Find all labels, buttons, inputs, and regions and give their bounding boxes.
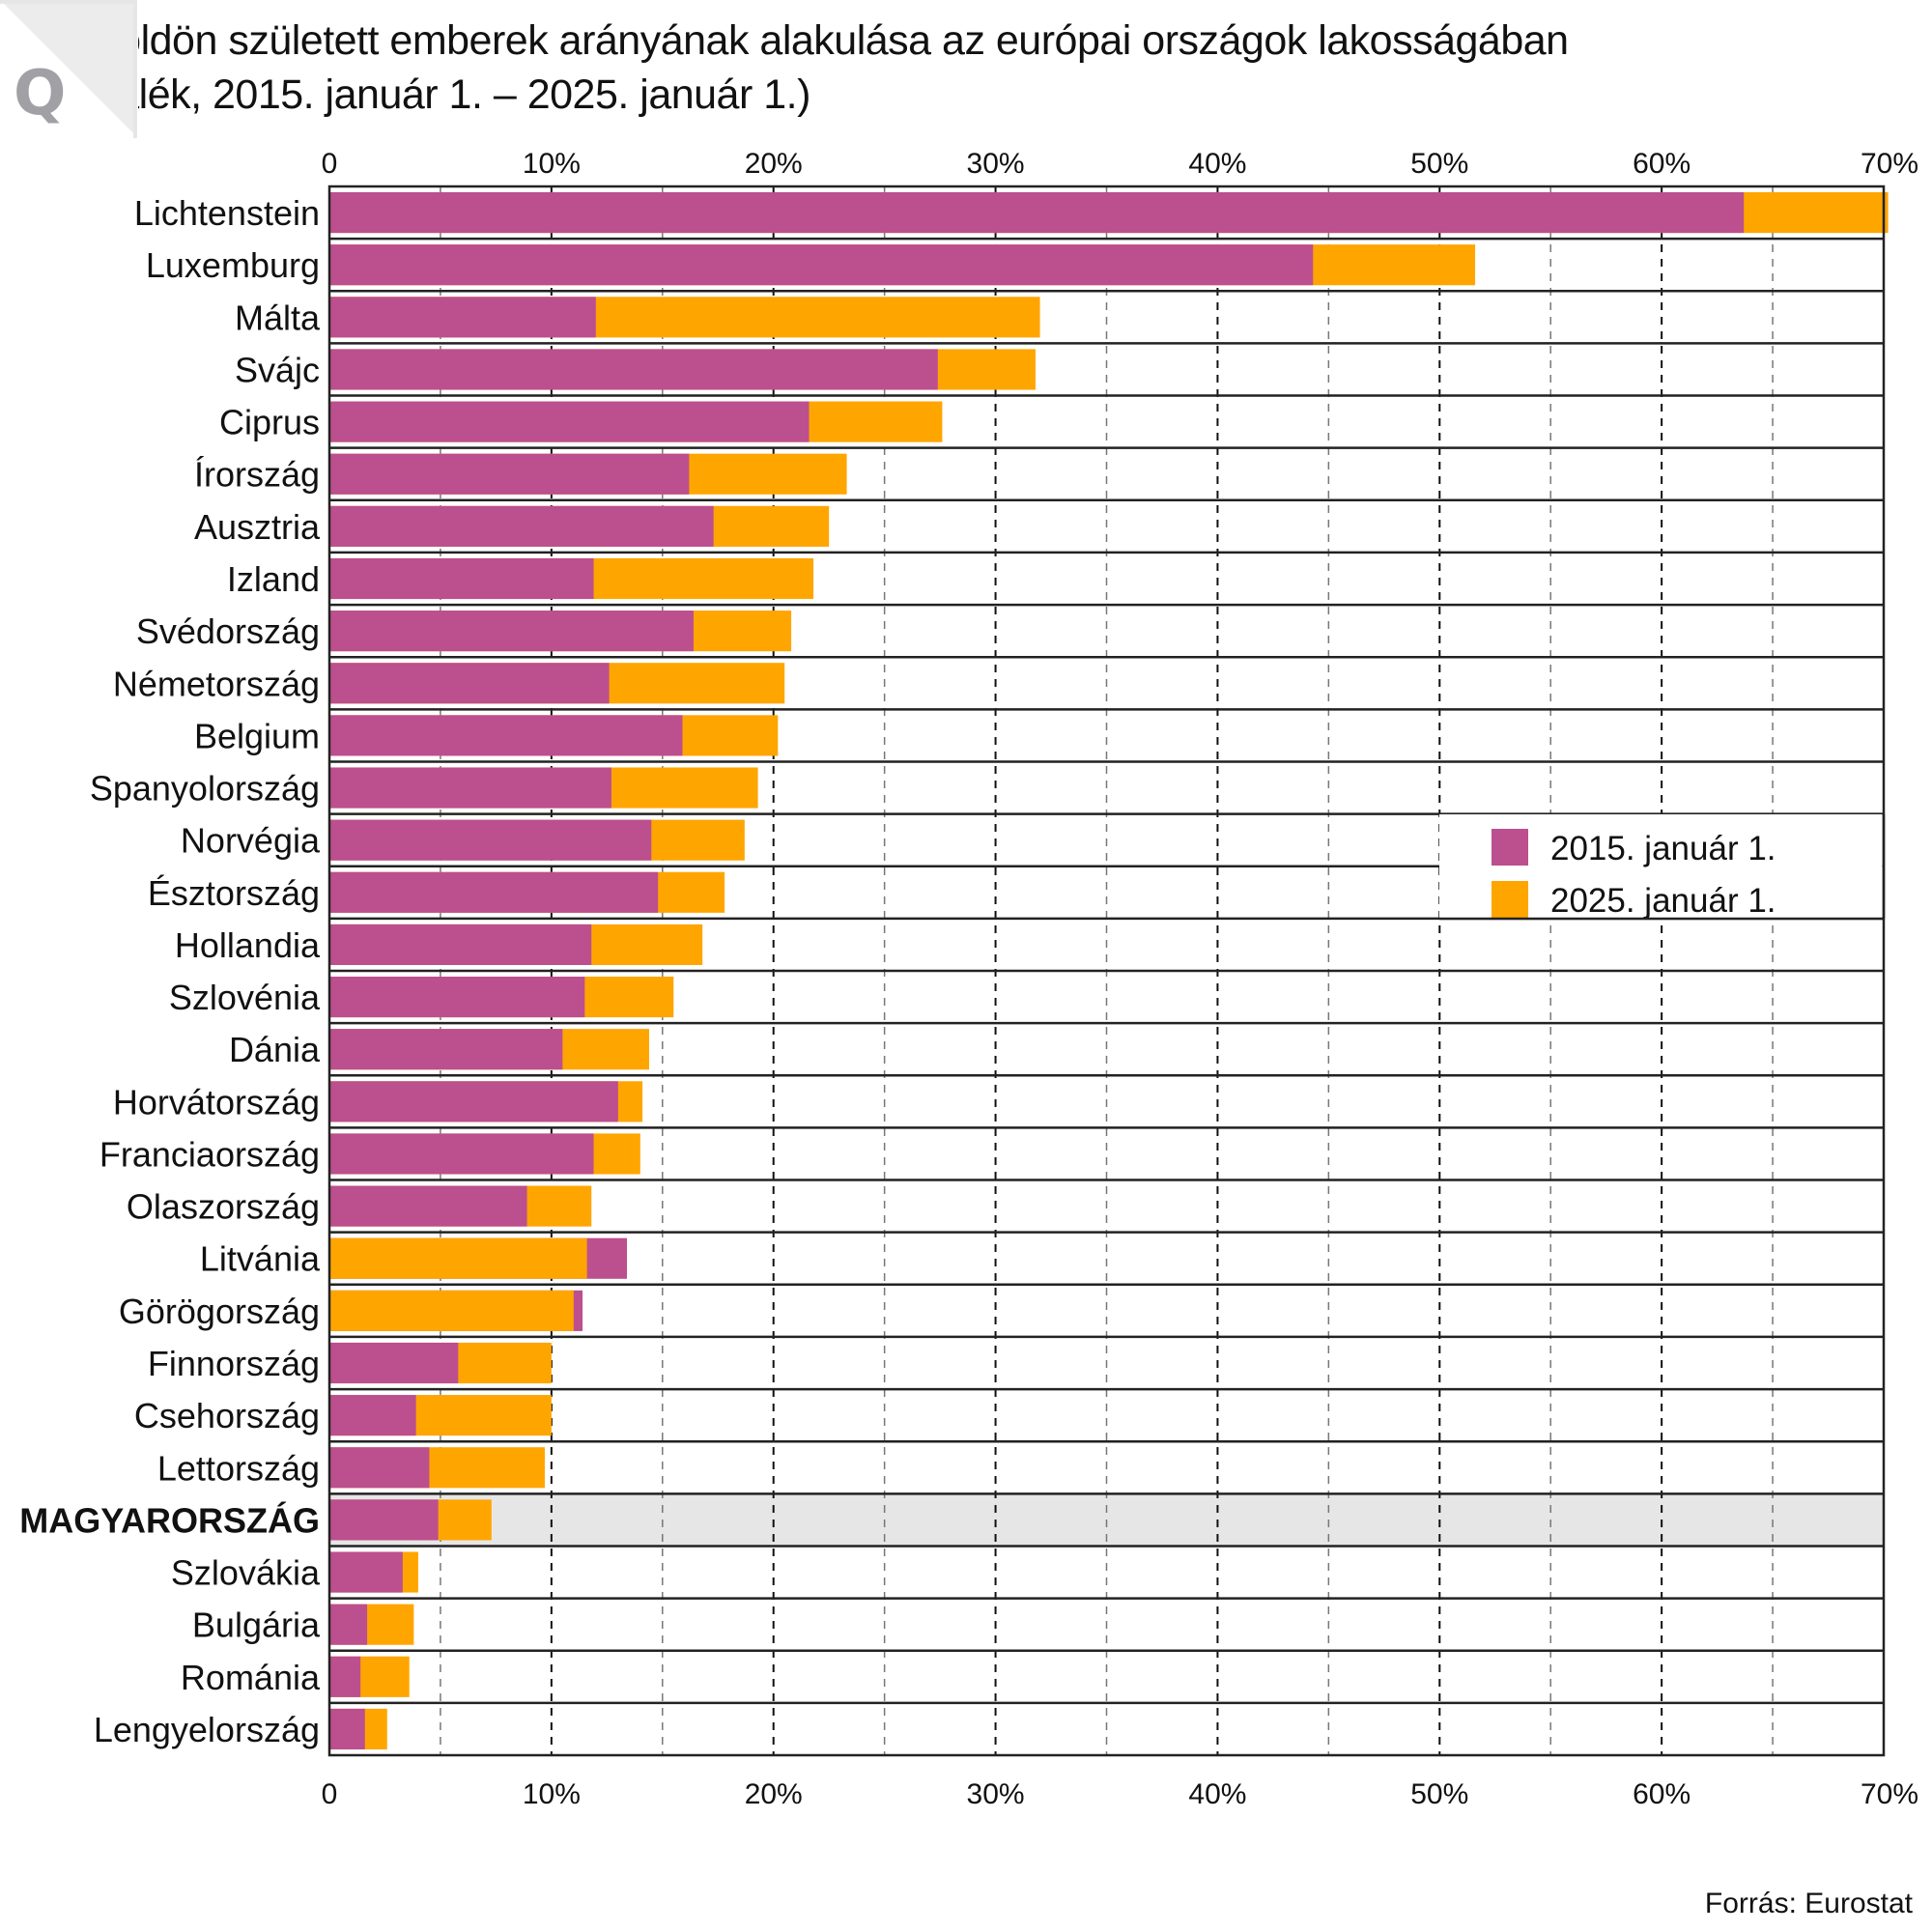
x-tick-label-bottom: 40% (1188, 1778, 1246, 1810)
category-label: Szlovénia (169, 978, 321, 1017)
x-tick-label-bottom: 60% (1633, 1778, 1690, 1810)
chart-title: A külföldön született emberek arányának … (19, 17, 1569, 64)
category-label: Dánia (229, 1030, 321, 1069)
category-label: Szlovákia (171, 1553, 321, 1593)
category-label: Spanyolország (90, 769, 320, 809)
category-label: Belgium (194, 716, 320, 755)
bar-2025 (329, 1290, 574, 1331)
bar-2015 (329, 611, 694, 652)
category-label: Írország (194, 455, 320, 495)
bar-2015 (329, 1133, 594, 1175)
bar-2015 (329, 1185, 527, 1227)
category-label: Horvátország (113, 1082, 320, 1122)
source-note: Forrás: Eurostat (1704, 1888, 1913, 1919)
bar-2015 (329, 663, 610, 704)
x-tick-label-top: 10% (523, 148, 581, 180)
category-label: Svájc (235, 350, 320, 389)
category-label: Norvégia (181, 821, 321, 861)
logo-letter: Q (14, 58, 66, 129)
chart-subtitle: (százalék, 2015. január 1. – 2025. januá… (19, 71, 810, 118)
bar-2015 (329, 505, 714, 547)
bar-2015 (329, 453, 690, 495)
bar-2015 (329, 401, 810, 442)
bar-2015 (329, 557, 594, 600)
category-label: Bulgária (192, 1605, 321, 1645)
x-tick-label-bottom: 10% (523, 1778, 581, 1810)
bar-2015 (329, 1551, 403, 1593)
category-label: Ausztria (194, 507, 321, 547)
bar-2015 (329, 1081, 618, 1122)
bar-2025 (329, 1237, 587, 1279)
x-tick-label-bottom: 70% (1861, 1778, 1918, 1810)
bar-2015 (329, 297, 596, 338)
x-tick-label-top: 50% (1410, 148, 1468, 180)
category-label: Románia (181, 1658, 321, 1697)
x-tick-label-top: 0 (322, 148, 338, 180)
bar-2015 (329, 1708, 365, 1749)
bar-2015 (329, 715, 683, 756)
category-label: Málta (235, 298, 321, 337)
legend-swatch-2015 (1492, 829, 1528, 866)
category-label: Lengyelország (94, 1710, 320, 1749)
category-label: Ciprus (219, 403, 320, 442)
x-tick-label-bottom: 20% (745, 1778, 803, 1810)
bar-2015 (329, 977, 585, 1018)
bar-2015 (329, 192, 1745, 234)
category-label: Franciaország (99, 1134, 320, 1174)
category-label: Svédország (136, 611, 320, 651)
x-tick-label-bottom: 0 (322, 1778, 338, 1810)
x-tick-label-bottom: 50% (1410, 1778, 1468, 1810)
x-tick-label-top: 20% (745, 148, 803, 180)
category-label: Olaszország (127, 1187, 320, 1227)
legend-label-2025: 2025. január 1. (1550, 882, 1776, 920)
legend-swatch-2025 (1492, 881, 1528, 918)
bar-2015 (329, 1395, 416, 1436)
bar-2015 (329, 819, 652, 861)
category-label: Litvánia (200, 1239, 321, 1279)
category-label: Lettország (157, 1448, 320, 1488)
bar-2015 (329, 1447, 430, 1489)
legend-label-2015: 2015. január 1. (1550, 830, 1776, 867)
bar-2015 (329, 1656, 361, 1697)
x-tick-label-bottom: 30% (967, 1778, 1025, 1810)
category-label: Finnország (148, 1344, 320, 1383)
publisher-logo-icon: Q (0, 0, 138, 138)
category-label: Németország (113, 664, 320, 703)
bar-2015 (329, 871, 659, 913)
x-tick-label-top: 60% (1633, 148, 1690, 180)
category-label: MAGYARORSZÁG (19, 1500, 320, 1540)
category-label: Görögország (119, 1292, 320, 1331)
x-tick-label-top: 40% (1188, 148, 1246, 180)
bar-2015 (329, 923, 592, 965)
bar-2015 (329, 767, 611, 809)
category-label: Észtország (148, 873, 320, 913)
x-tick-label-top: 30% (967, 148, 1025, 180)
x-tick-label-top: 70% (1861, 148, 1918, 180)
bar-2015 (329, 1029, 563, 1070)
bar-2015 (329, 349, 938, 390)
bar-2015 (329, 1604, 368, 1645)
bar-2015 (329, 1342, 459, 1384)
category-label: Lichtenstein (134, 193, 320, 233)
plot-frame (327, 185, 1886, 1757)
bar-2015 (329, 1499, 439, 1541)
category-label: Luxemburg (146, 245, 320, 285)
category-label: Csehország (134, 1396, 320, 1435)
category-label: Hollandia (175, 925, 321, 965)
category-label: Izland (227, 559, 320, 599)
bar-2015 (329, 244, 1314, 286)
